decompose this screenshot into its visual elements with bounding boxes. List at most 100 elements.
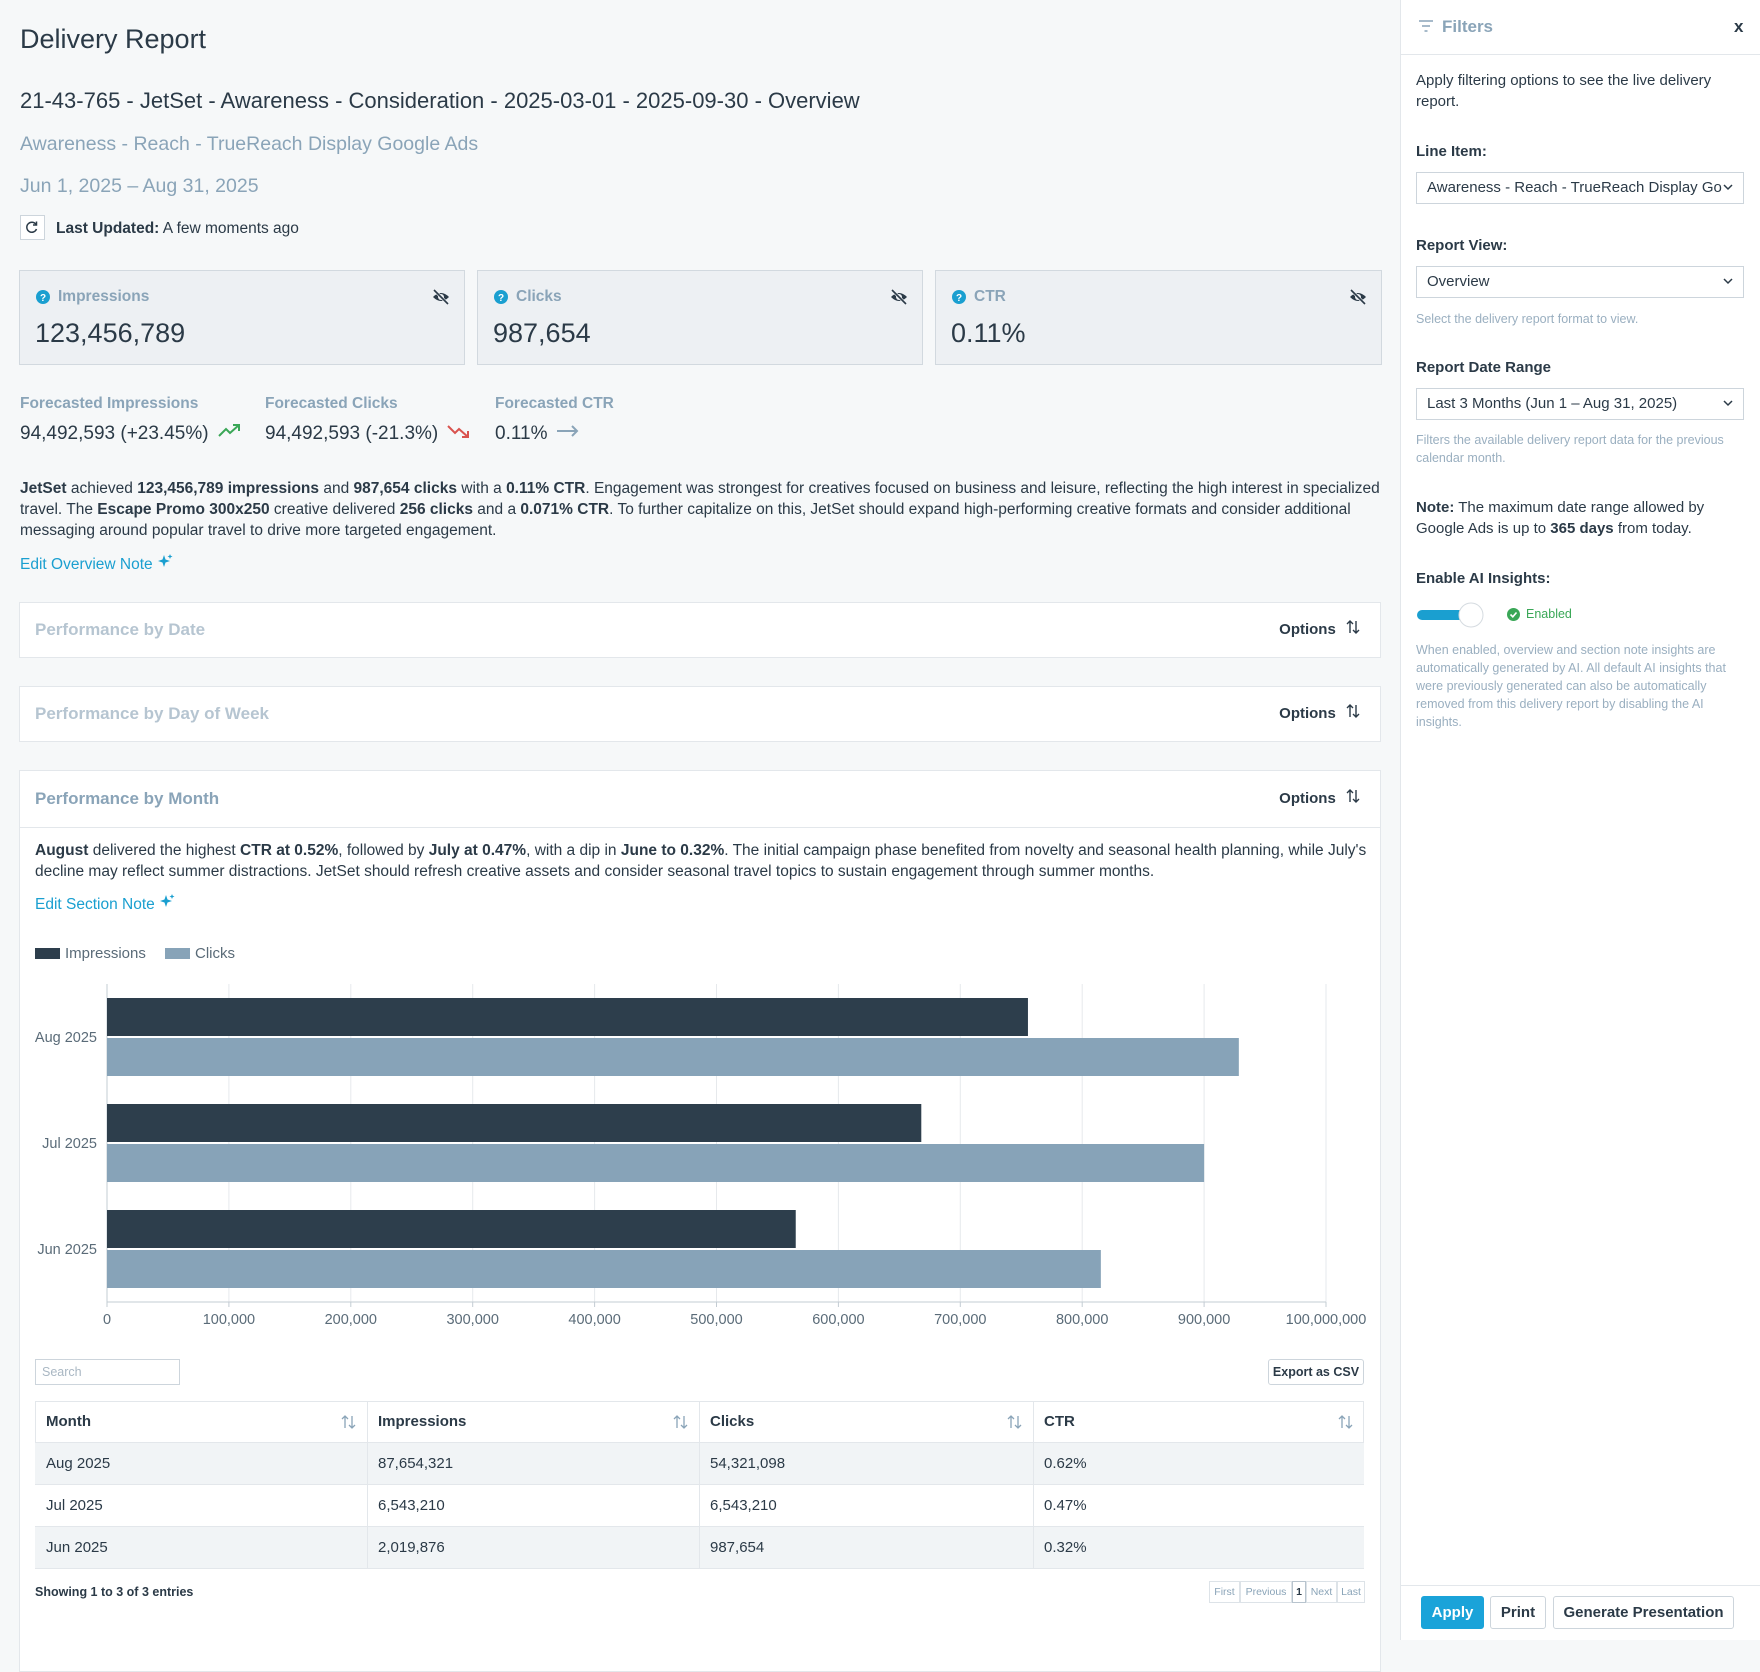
divider — [1401, 54, 1760, 55]
table-cell: 54,321,098 — [710, 1455, 786, 1472]
legend-label: Impressions — [65, 945, 146, 962]
forecast-value: 0.11% — [495, 423, 582, 445]
text-segment: and — [319, 480, 354, 497]
field-help: Select the delivery report format to vie… — [1416, 312, 1639, 326]
trend-icon — [447, 425, 470, 438]
text-segment: delivered the highest — [88, 842, 241, 859]
sort-icon[interactable] — [1338, 1414, 1354, 1430]
kpi-card: ? CTR 0.11% — [935, 270, 1382, 365]
options-button[interactable]: Options — [1279, 620, 1360, 638]
forecast-number: 94,492,593 (-21.3%) — [265, 423, 439, 444]
export-button[interactable]: Export as CSV — [1268, 1359, 1364, 1385]
hide-icon[interactable] — [890, 289, 908, 305]
column-divider — [699, 1401, 700, 1569]
x-tick-label: 700,000 — [934, 1312, 986, 1328]
table-cell: 2,019,876 — [378, 1539, 445, 1556]
y-tick-label: Aug 2025 — [35, 1030, 97, 1046]
forecast-label: Forecasted Clicks — [265, 395, 398, 412]
y-tick-label: Jun 2025 — [37, 1242, 97, 1258]
select[interactable]: Overview — [1416, 266, 1744, 298]
table-cell: 0.62% — [1044, 1455, 1087, 1472]
field-label: Line Item: — [1416, 143, 1487, 160]
options-text[interactable]: Options — [1279, 705, 1336, 722]
forecast-value: 94,492,593 (-21.3%) — [265, 423, 473, 445]
check-icon — [1507, 608, 1520, 621]
page-button[interactable]: Previous — [1240, 1581, 1292, 1603]
bar — [107, 1144, 1205, 1182]
text-segment: , followed by — [338, 842, 429, 859]
page-button[interactable]: Next — [1306, 1581, 1337, 1603]
x-tick-label: 0 — [103, 1312, 111, 1328]
kpi-label: CTR — [974, 288, 1006, 305]
text-segment: 256 clicks — [399, 501, 473, 518]
forecast-number: 0.11% — [495, 423, 548, 444]
options-text[interactable]: Options — [1279, 790, 1336, 807]
text-segment: August — [35, 842, 89, 859]
options-button[interactable]: Options — [1279, 704, 1360, 722]
page-button[interactable]: 1 — [1292, 1581, 1306, 1603]
close-button[interactable]: x — [1734, 17, 1744, 36]
overview-note: JetSet achieved 123,456,789 impressions … — [20, 478, 1380, 541]
link-text[interactable]: Edit Overview Note — [20, 556, 153, 573]
hide-icon[interactable] — [1349, 289, 1367, 305]
text-segment: with a — [456, 480, 507, 497]
ai-toggle[interactable] — [1416, 601, 1486, 629]
text-segment: creative delivered — [269, 501, 400, 518]
last-updated-value: A few moments ago — [162, 220, 299, 237]
sort-icon[interactable] — [341, 1414, 357, 1430]
sort-icon[interactable] — [1007, 1414, 1023, 1430]
link-text[interactable]: Edit Section Note — [35, 896, 155, 913]
options-button[interactable]: Options — [1279, 789, 1360, 807]
text-segment: 123,456,789 impressions — [137, 480, 320, 497]
legend-label: Clicks — [195, 945, 235, 962]
table-cell: 0.32% — [1044, 1539, 1087, 1556]
refresh-button[interactable] — [20, 215, 45, 240]
forecast-number: 94,492,593 (+23.45%) — [20, 423, 209, 444]
x-tick-label: 300,000 — [446, 1312, 498, 1328]
apply-button[interactable]: Apply — [1421, 1596, 1484, 1629]
trend-icon — [217, 424, 240, 437]
hide-icon[interactable] — [432, 289, 450, 305]
last-updated: Last Updated: A few moments ago — [56, 219, 299, 238]
text-segment: JetSet — [20, 480, 67, 497]
select[interactable]: Awareness - Reach - TrueReach Display Go — [1416, 172, 1744, 204]
chevron — [1723, 400, 1733, 407]
search-input[interactable]: Search — [35, 1359, 180, 1385]
x-tick-label: 100,000 — [203, 1312, 255, 1328]
sparkle-icon — [160, 894, 175, 907]
sort-icon[interactable] — [673, 1414, 689, 1430]
divider — [20, 827, 1380, 828]
x-tick-label: 800,000 — [1056, 1312, 1108, 1328]
select-value[interactable]: Awareness - Reach - TrueReach Display Go — [1427, 179, 1722, 196]
filters-title: Filters — [1442, 17, 1494, 36]
column-header: Impressions — [378, 1413, 467, 1430]
column-divider — [1033, 1401, 1034, 1569]
print-button[interactable]: Print — [1490, 1596, 1546, 1629]
select-value[interactable]: Last 3 Months (Jun 1 – Aug 31, 2025) — [1427, 395, 1678, 412]
text-segment: 365 days — [1550, 520, 1614, 537]
kpi-card: ? Clicks 987,654 — [477, 270, 923, 365]
report-heading: 21-43-765 - JetSet - Awareness - Conside… — [20, 88, 860, 113]
select-value[interactable]: Overview — [1427, 273, 1490, 290]
select[interactable]: Last 3 Months (Jun 1 – Aug 31, 2025) — [1416, 388, 1744, 420]
options-text[interactable]: Options — [1279, 621, 1336, 638]
page-button[interactable]: Last — [1337, 1581, 1365, 1603]
kpi-card: ? Impressions 123,456,789 — [19, 270, 465, 365]
edit-section-note[interactable]: Edit Section Note — [35, 893, 175, 914]
help-icon: ? — [494, 290, 508, 304]
generate-button[interactable]: Generate Presentation — [1553, 1596, 1734, 1629]
text-segment: July at 0.47% — [428, 842, 527, 859]
forecast-label: Forecasted Impressions — [20, 395, 199, 412]
kpi-value: 0.11% — [951, 318, 1026, 348]
sort-icon — [1346, 620, 1360, 634]
field-help: Filters the available delivery report da… — [1416, 433, 1724, 465]
ai-label: Enable AI Insights: — [1416, 570, 1551, 587]
x-tick-label: 100,000,000 — [1286, 1312, 1367, 1328]
trend-icon — [557, 425, 579, 437]
trend-line — [217, 424, 240, 437]
edit-overview-note[interactable]: Edit Overview Note — [20, 553, 173, 574]
help-icon: ? — [952, 290, 966, 304]
section-title: Performance by Day of Week — [35, 704, 269, 723]
page-button[interactable]: First — [1209, 1581, 1240, 1603]
kpi-label: Clicks — [516, 288, 562, 305]
